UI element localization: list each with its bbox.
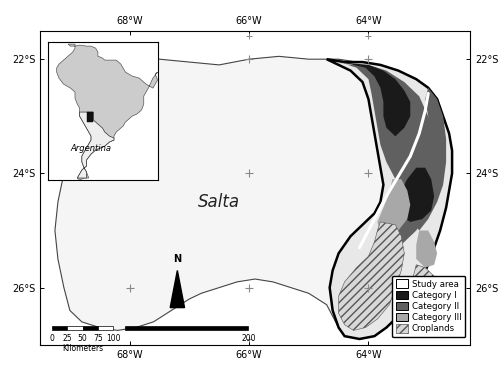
Bar <box>87 112 92 122</box>
Text: 25: 25 <box>62 334 72 343</box>
Polygon shape <box>398 168 434 222</box>
Text: 100: 100 <box>106 334 120 343</box>
Polygon shape <box>56 44 158 180</box>
Polygon shape <box>378 179 410 239</box>
Legend: Study area, Category I, Category II, Category III, Croplands: Study area, Category I, Category II, Cat… <box>392 276 466 337</box>
Polygon shape <box>416 231 437 268</box>
Polygon shape <box>402 265 440 327</box>
Polygon shape <box>78 112 114 178</box>
Bar <box>82 326 98 331</box>
Polygon shape <box>338 62 410 136</box>
Text: 75: 75 <box>93 334 103 343</box>
Text: 50: 50 <box>78 334 88 343</box>
Polygon shape <box>326 59 452 339</box>
Polygon shape <box>55 48 452 339</box>
Text: 200: 200 <box>241 334 256 343</box>
Text: Salta: Salta <box>198 193 240 211</box>
Bar <box>98 326 114 331</box>
Bar <box>52 326 68 331</box>
Polygon shape <box>170 270 184 308</box>
Text: Argentina: Argentina <box>70 144 112 152</box>
Text: Kilometers: Kilometers <box>62 344 104 353</box>
Text: 0: 0 <box>50 334 54 343</box>
Bar <box>126 326 248 331</box>
Text: N: N <box>174 254 182 264</box>
Bar <box>68 326 82 331</box>
Polygon shape <box>410 88 446 231</box>
Polygon shape <box>338 222 404 331</box>
Polygon shape <box>332 62 437 253</box>
